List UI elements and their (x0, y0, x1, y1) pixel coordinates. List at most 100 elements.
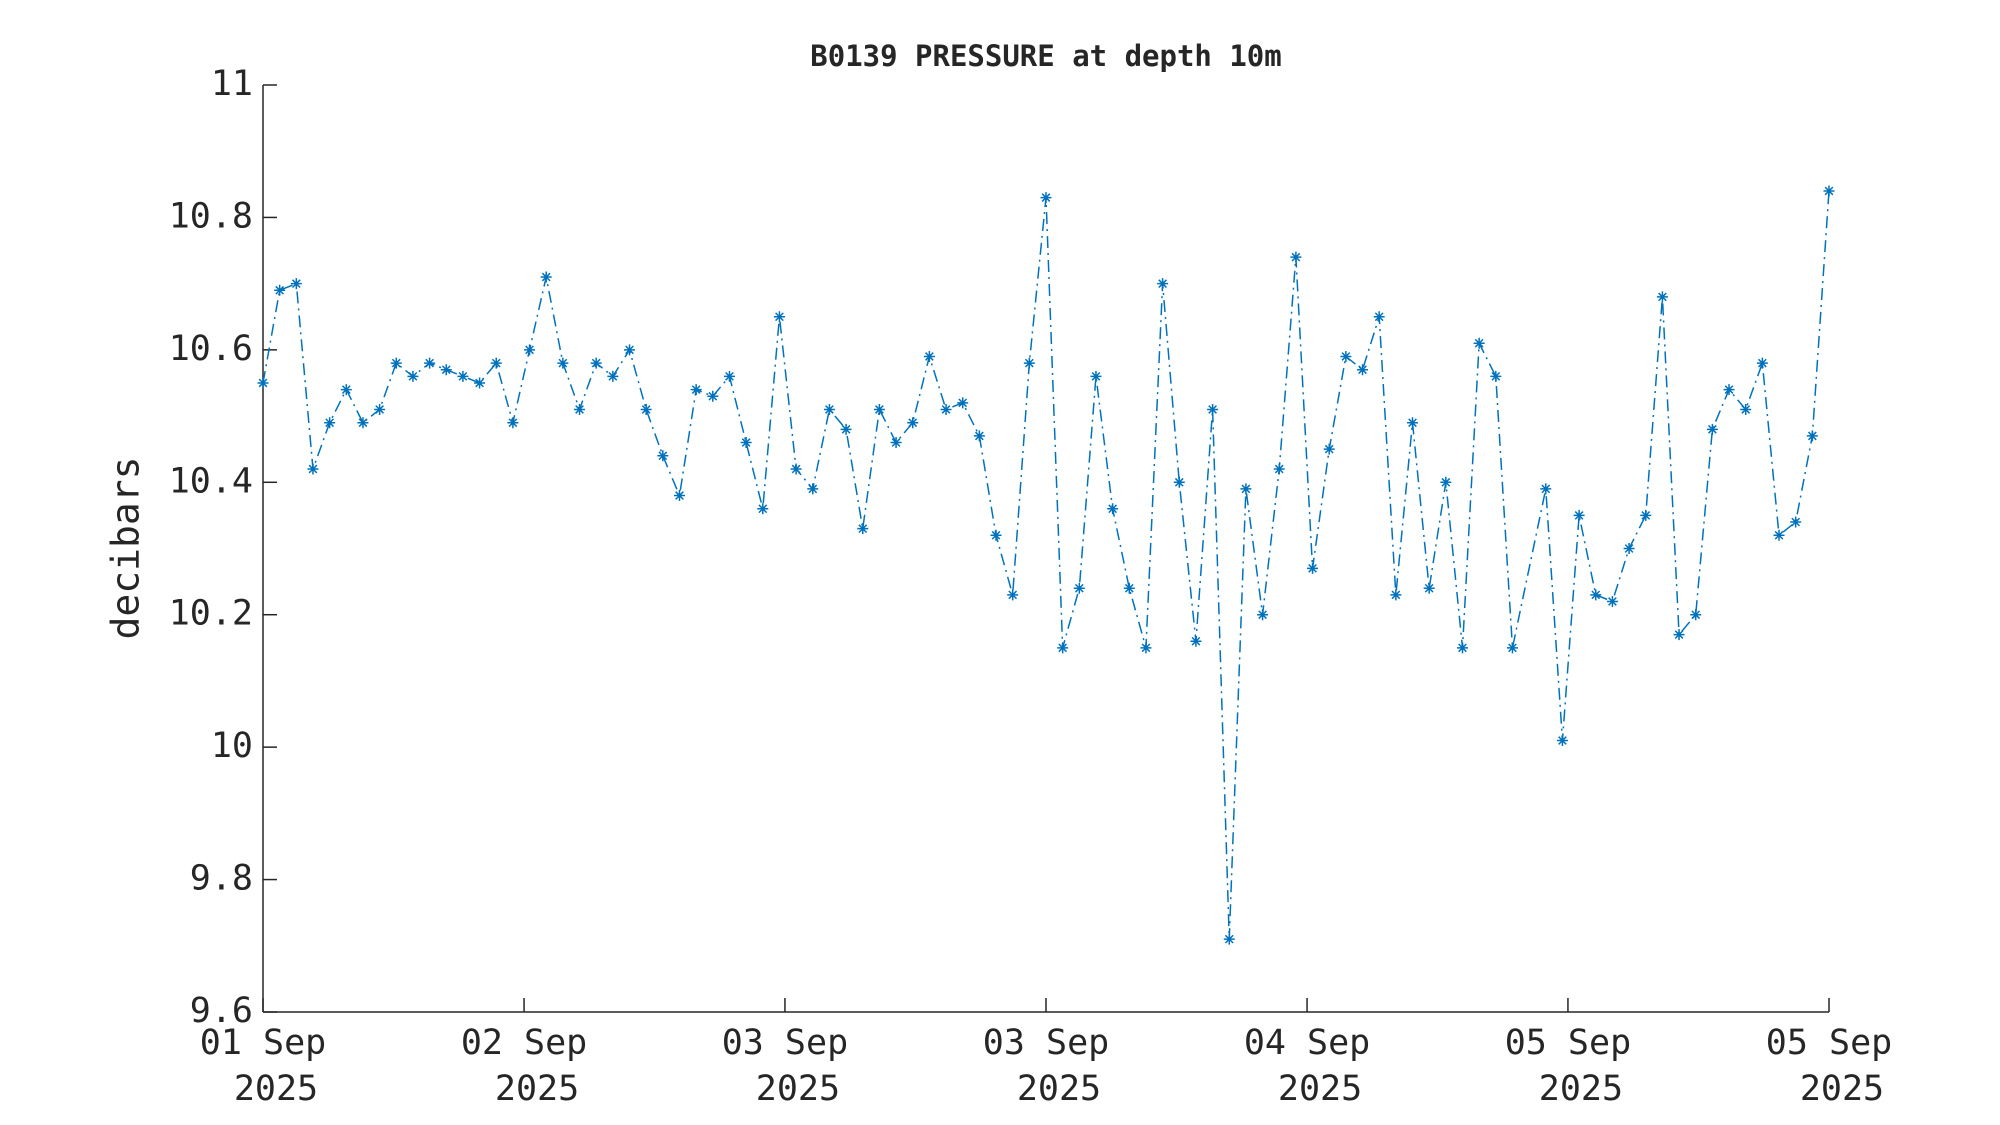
data-point (257, 377, 269, 389)
data-point (1606, 595, 1618, 607)
data-point (957, 397, 969, 409)
data-point (1590, 589, 1602, 601)
data-point (390, 357, 402, 369)
data-point (1740, 403, 1752, 415)
data-point (873, 403, 885, 415)
data-point (1307, 562, 1319, 574)
data-point (1640, 509, 1652, 521)
data-point (590, 357, 602, 369)
data-point (1673, 629, 1685, 641)
data-point (307, 463, 319, 475)
data-point (840, 423, 852, 435)
data-point (1490, 370, 1502, 382)
data-point (1340, 350, 1352, 362)
data-line (262, 190, 1830, 940)
x-tick-label: 05 Sep 2025 (1766, 1023, 1892, 1109)
data-point (657, 450, 669, 462)
plot-area (257, 185, 1835, 945)
data-point (524, 344, 536, 356)
data-point (923, 350, 935, 362)
data-point (1773, 529, 1785, 541)
data-point (324, 417, 336, 429)
y-tick-label: 9.8 (190, 859, 253, 899)
data-point (1173, 476, 1185, 488)
data-point (540, 271, 552, 283)
y-tick-label: 10 (211, 726, 253, 766)
data-point (640, 403, 652, 415)
data-point (457, 370, 469, 382)
x-tick-label: 03 Sep 2025 (983, 1023, 1109, 1109)
data-point (1290, 251, 1302, 263)
y-tick-label: 10.8 (169, 196, 253, 236)
data-point (740, 437, 752, 449)
data-point (507, 417, 519, 429)
y-tick-label: 10.4 (169, 461, 253, 501)
data-point (1390, 589, 1402, 601)
data-point (1057, 642, 1069, 654)
data-point (940, 403, 952, 415)
data-point (1506, 642, 1518, 654)
data-point (1007, 589, 1019, 601)
data-point (340, 384, 352, 396)
data-point (890, 437, 902, 449)
data-point (1423, 582, 1435, 594)
data-point (1656, 291, 1668, 303)
data-point (290, 278, 302, 290)
data-point (1723, 384, 1735, 396)
data-point (1257, 609, 1269, 621)
x-tick-label: 04 Sep 2025 (1244, 1023, 1370, 1109)
data-point (1706, 423, 1718, 435)
data-point (1157, 278, 1169, 290)
data-point (1407, 417, 1419, 429)
data-point (1573, 509, 1585, 521)
data-point (557, 357, 569, 369)
data-point (823, 403, 835, 415)
data-point (607, 370, 619, 382)
data-point (1690, 609, 1702, 621)
data-point (1456, 642, 1468, 654)
data-point (574, 403, 586, 415)
data-point (374, 403, 386, 415)
data-point (1107, 503, 1119, 515)
data-point (907, 417, 919, 429)
chart-title: B0139 PRESSURE at depth 10m (810, 39, 1281, 73)
x-tick-label: 03 Sep 2025 (722, 1023, 848, 1109)
data-point (624, 344, 636, 356)
y-tick-label: 11 (211, 64, 253, 104)
data-point (973, 430, 985, 442)
data-point (1140, 642, 1152, 654)
data-point (1556, 735, 1568, 747)
data-point (440, 364, 452, 376)
data-point (1440, 476, 1452, 488)
data-point (1273, 463, 1285, 475)
data-point (1123, 582, 1135, 594)
data-point (690, 384, 702, 396)
data-point (274, 284, 286, 296)
data-point (723, 370, 735, 382)
data-point (1090, 370, 1102, 382)
data-point (1040, 192, 1052, 204)
data-point (773, 311, 785, 323)
data-point (807, 483, 819, 495)
data-point (1073, 582, 1085, 594)
x-tick-label: 05 Sep 2025 (1505, 1023, 1631, 1109)
data-point (1823, 185, 1835, 197)
data-point (357, 417, 369, 429)
data-point (1473, 337, 1485, 349)
data-point (757, 503, 769, 515)
data-point (673, 490, 685, 502)
data-point (474, 377, 486, 389)
data-point (990, 529, 1002, 541)
data-point (1540, 483, 1552, 495)
data-point (1207, 403, 1219, 415)
y-tick-label: 10.2 (169, 594, 253, 634)
data-point (1357, 364, 1369, 376)
data-point (790, 463, 802, 475)
data-point (1240, 483, 1252, 495)
x-tick-label: 01 Sep 2025 (200, 1023, 326, 1109)
data-point (1323, 443, 1335, 455)
y-tick-label: 10.6 (169, 329, 253, 369)
data-point (490, 357, 502, 369)
y-tick-label: 9.6 (190, 991, 253, 1031)
